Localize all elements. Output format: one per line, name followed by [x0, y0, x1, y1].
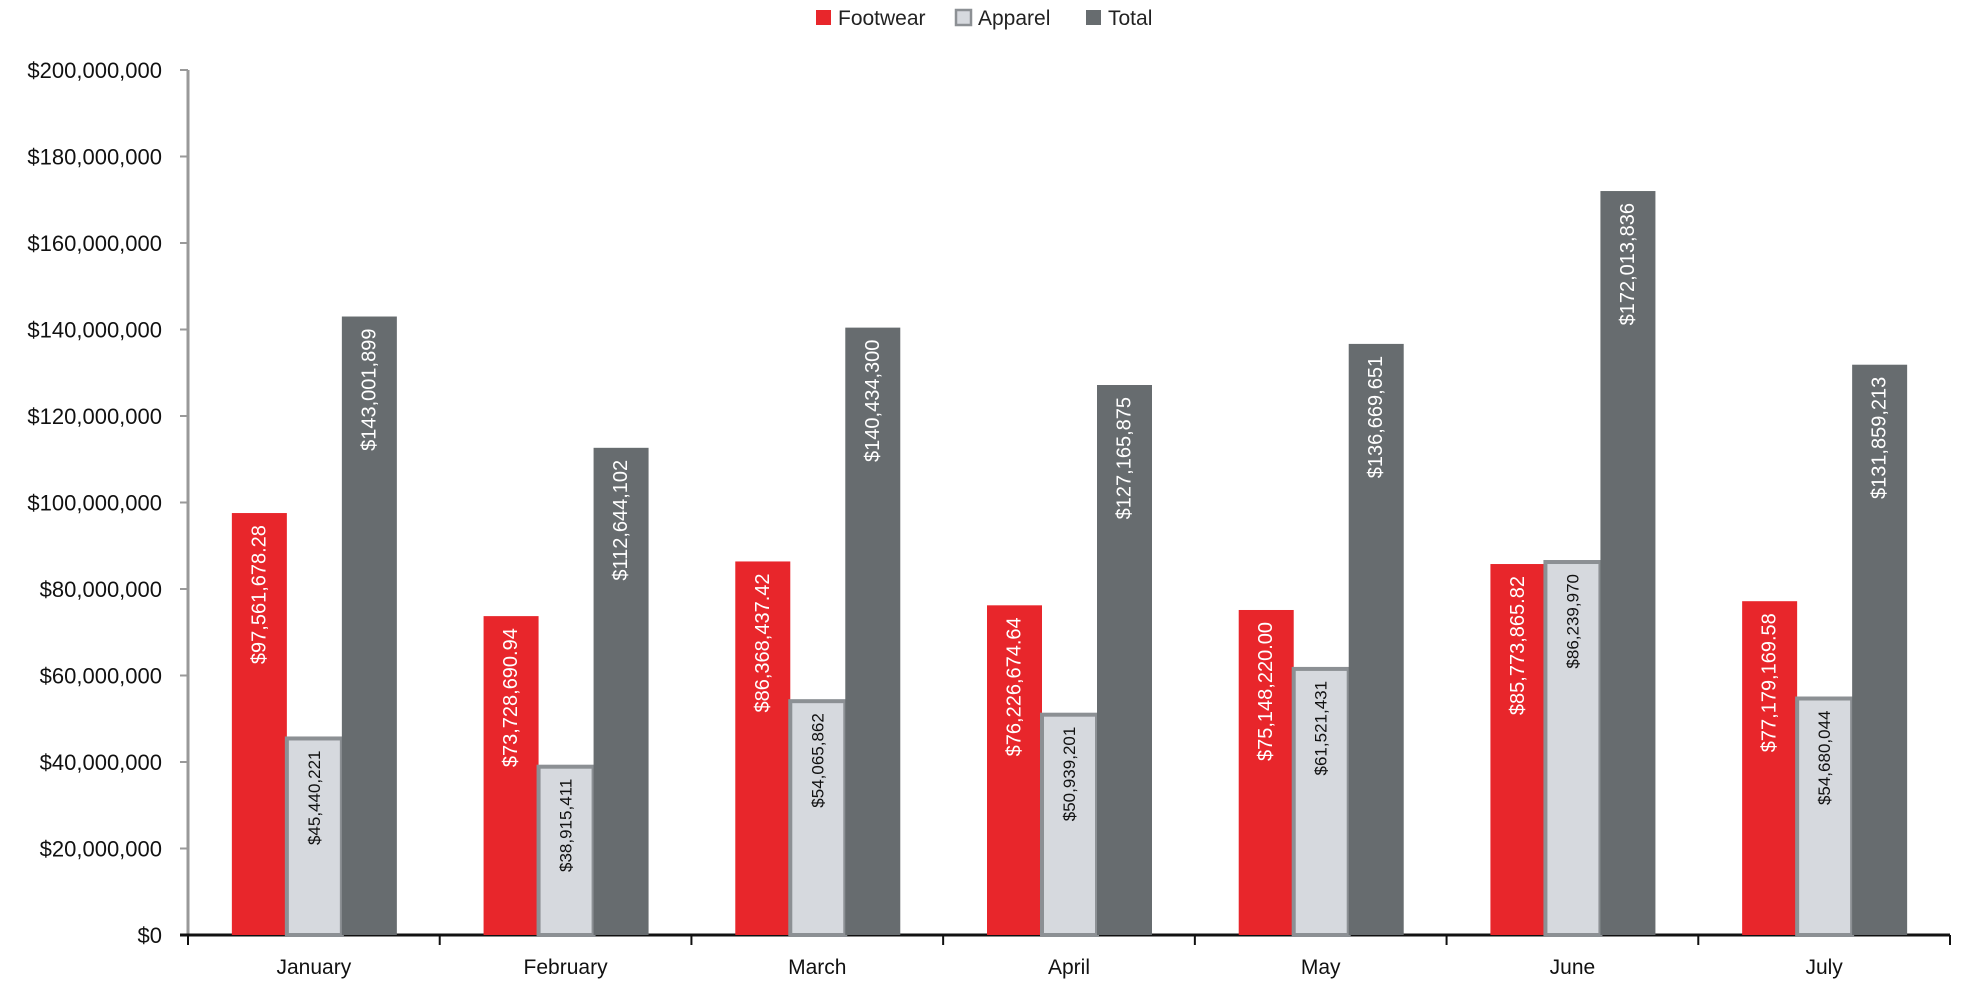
bar-apparel: [284, 736, 344, 938]
data-label: $50,939,201: [1060, 727, 1079, 822]
data-label: $97,561,678.28: [248, 525, 270, 664]
bar-apparel: [536, 764, 596, 938]
bar-footwear: [1742, 601, 1798, 935]
y-tick-label: $20,000,000: [40, 837, 162, 862]
y-tick-label: $80,000,000: [40, 577, 162, 602]
x-tick-label: July: [1805, 956, 1843, 979]
bar-apparel: [1040, 712, 1099, 937]
x-tick-label: April: [1048, 956, 1090, 979]
x-tick-label: March: [788, 956, 846, 979]
data-label: $172,013,836: [1617, 203, 1639, 325]
legend-label-footwear: Footwear: [838, 7, 926, 30]
data-label: $77,179,169.58: [1759, 613, 1781, 752]
y-tick-label: $200,000,000: [27, 58, 162, 83]
data-label: $140,434,300: [862, 340, 884, 462]
y-tick-label: $40,000,000: [40, 750, 162, 775]
x-tick-label: February: [524, 956, 609, 979]
legend-swatch-apparel: [954, 8, 973, 27]
data-label: $85,773,865.82: [1507, 576, 1529, 715]
legend-swatch-total: [1086, 10, 1101, 25]
bar-footwear: [1490, 564, 1546, 935]
x-tick-label: January: [276, 956, 351, 979]
y-tick-label: $120,000,000: [27, 404, 162, 429]
bar-apparel: [1291, 666, 1351, 937]
data-label: $45,440,221: [305, 750, 324, 845]
data-label: $38,915,411: [557, 779, 576, 872]
legend-label-total: Total: [1108, 7, 1152, 30]
data-label: $73,728,690.94: [500, 628, 522, 767]
data-label: $143,001,899: [358, 329, 380, 451]
data-label: $61,521,431: [1312, 681, 1331, 776]
bar-total: [1097, 385, 1152, 936]
bar-total: [593, 447, 649, 935]
data-label: $131,859,213: [1869, 377, 1891, 499]
legend-swatch-footwear: [816, 10, 831, 25]
bar-total: [1348, 343, 1404, 935]
data-label: $127,165,875: [1114, 397, 1136, 519]
data-label: $86,239,970: [1563, 574, 1582, 669]
x-tick-label: May: [1301, 956, 1341, 979]
bar-footwear: [1238, 609, 1294, 935]
y-tick-label: $160,000,000: [27, 231, 162, 256]
bar-footwear: [231, 513, 287, 935]
y-tick-label: $180,000,000: [27, 145, 162, 170]
bar-total: [845, 327, 901, 935]
x-tick-label: June: [1550, 956, 1596, 979]
bar-apparel: [1543, 560, 1603, 938]
y-tick-label: $140,000,000: [27, 318, 162, 343]
bar-footwear: [987, 605, 1042, 935]
bar-total: [341, 316, 397, 935]
y-tick-label: $100,000,000: [27, 491, 162, 516]
bar-total: [1600, 191, 1656, 935]
data-label: $112,644,102: [610, 460, 632, 581]
bar-apparel: [1795, 696, 1855, 937]
data-label: $75,148,220.00: [1255, 622, 1277, 761]
y-tick-label: $0: [138, 923, 162, 948]
data-label: $86,368,437.42: [752, 573, 774, 712]
legend-label-apparel: Apparel: [978, 7, 1050, 30]
bar-total: [1852, 364, 1908, 936]
data-label: $54,065,862: [808, 713, 827, 808]
data-label: $76,226,674.64: [1004, 617, 1026, 756]
bar-footwear: [735, 561, 791, 935]
y-tick-label: $60,000,000: [40, 664, 162, 689]
data-label: $136,669,651: [1365, 356, 1387, 478]
bar-apparel: [788, 699, 848, 938]
bar-footwear: [483, 616, 539, 935]
data-label: $54,680,044: [1815, 711, 1834, 806]
